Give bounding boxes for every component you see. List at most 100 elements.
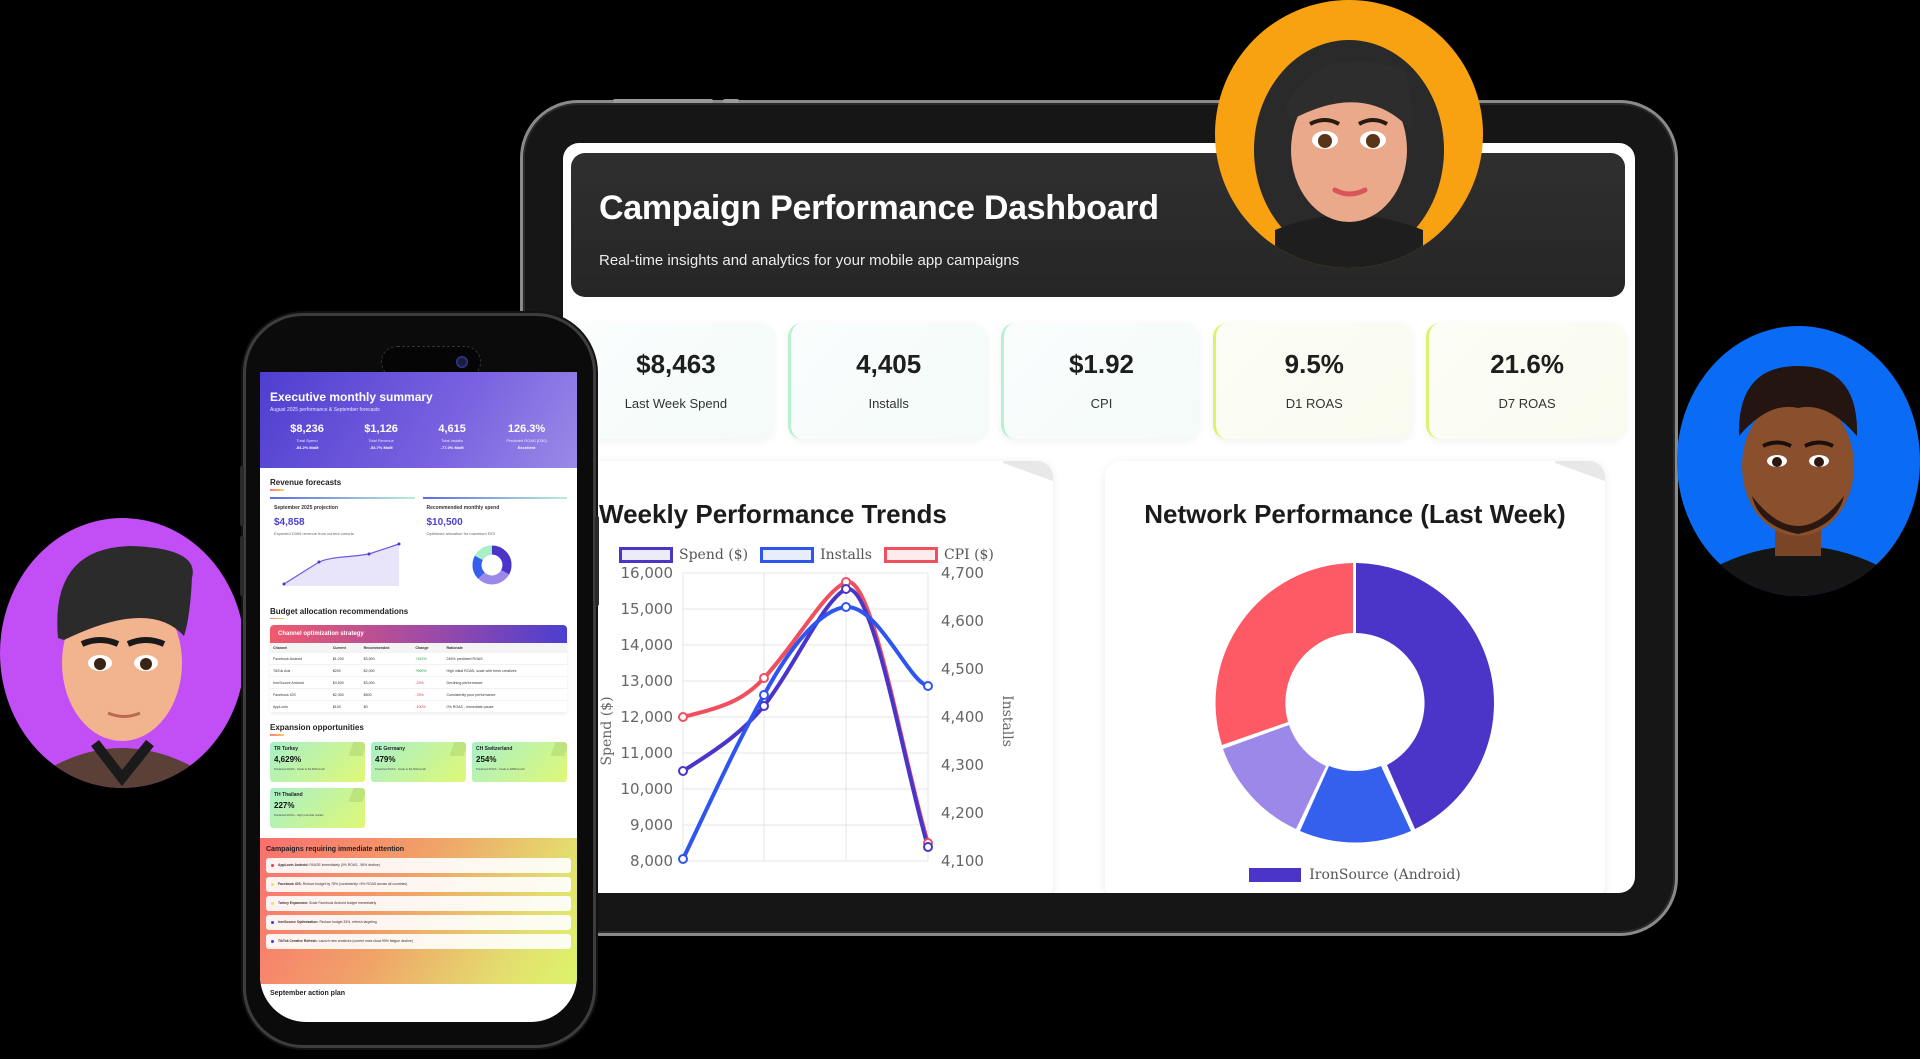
weekly-trends-chart: 16,000 15,000 14,000 13,000 12,000 11,000 1… [599, 564, 1015, 870]
table-row: Facebook Android $1,200 $3,500 +192% 245% pr… [270, 653, 567, 665]
svg-text:11,000: 11,000 [621, 744, 674, 762]
legend-item-installs[interactable]: Installs [760, 547, 872, 563]
svg-text:4,600: 4,600 [941, 612, 984, 630]
expansion-card-thailand[interactable]: TH Thailand 227% Predicted ROAS - High p… [270, 787, 365, 828]
network-donut-chart [1215, 563, 1495, 843]
attention-item[interactable]: AppLovin Android: PAUSE immediately (0% … [266, 857, 571, 873]
phone-device: Executive monthly summary August 2025 pe… [240, 313, 599, 1048]
series-spend-line [681, 586, 930, 848]
expansion-grid: TR Turkey 4,629% Predicted ROAS - Scale … [260, 736, 577, 828]
legend-item-spend[interactable]: Spend ($) [619, 547, 748, 563]
tablet-screen: Campaign Performance Dashboard Real-time… [563, 143, 1635, 893]
series-installs-line [681, 604, 929, 860]
section-underline [270, 489, 284, 491]
kpi-label: D1 ROAS [1285, 396, 1343, 411]
svg-text:4,100: 4,100 [941, 852, 984, 870]
stat-predicted-roas: 126.3% Predicted ROAS (D30) Excellent [506, 423, 547, 450]
page-title: Campaign Performance Dashboard [599, 189, 1159, 227]
network-performance-panel: Network Performance (Last Week) IronSour… [1105, 461, 1605, 893]
tablet-top-button [723, 99, 739, 103]
projection-line-chart [282, 542, 401, 586]
chart-legend: Spend ($) Installs CPI ($) [619, 547, 994, 563]
phone-volume-button [240, 466, 244, 526]
attention-item[interactable]: Facebook iOS: Reduce budget by 78% (cons… [266, 876, 571, 892]
section-title-revenue: Revenue forecasts [270, 478, 342, 487]
legend-swatch [883, 547, 938, 563]
avatar-man-left [0, 518, 245, 788]
weekly-trends-panel: Weekly Performance Trends Spend ($) Inst… [573, 461, 1053, 893]
revenue-cards: September 2025 projection $4,858 Expecte… [260, 491, 577, 597]
channel-strategy-table: Channel optimization strategy Channel Cur… [270, 625, 567, 713]
kpi-label: CPI [1090, 396, 1113, 411]
page-subtitle: Real-time insights and analytics for you… [599, 252, 1020, 269]
camera-icon [456, 356, 468, 368]
section-title-expansion: Expansion opportunities [270, 723, 364, 732]
avatar-man-left-illustration [50, 546, 195, 788]
attention-item[interactable]: IronSource Optimization: Reduce budget 3… [266, 914, 571, 930]
legend-swatch [1249, 868, 1302, 882]
stat-total-revenue: $1,126 Total Revenue -54.7% MoM [364, 423, 398, 450]
stat-total-spend: $8,236 Total Spend -54.2% MoM [290, 423, 324, 450]
kpi-value: 21.6% [1490, 349, 1564, 379]
kpi-card-d1-roas[interactable]: 9.5% D1 ROAS [1213, 323, 1413, 439]
kpi-card-cpi[interactable]: $1.92 CPI [1000, 323, 1200, 439]
legend-label: CPI ($) [943, 547, 994, 563]
summary-subtitle: August 2025 performance & September fore… [270, 407, 380, 413]
donut-segment-3[interactable] [1223, 725, 1326, 829]
expansion-card-switzerland[interactable]: CH Switzerland 254% Predicted ROAS - Sca… [472, 741, 567, 782]
svg-text:15,000: 15,000 [621, 600, 674, 618]
svg-text:10,000: 10,000 [621, 780, 674, 798]
svg-text:4,500: 4,500 [941, 660, 984, 678]
legend-label: Installs [820, 547, 872, 563]
attention-section: Campaigns requiring immediate attention … [260, 837, 577, 984]
table-title: Channel optimization strategy [270, 625, 567, 643]
section-underline [270, 734, 284, 736]
legend-swatch [619, 547, 673, 563]
kpi-label: Last Week Spend [624, 396, 728, 411]
donut-segment-4[interactable] [1215, 563, 1353, 745]
legend-item-cpi[interactable]: CPI ($) [883, 547, 994, 563]
svg-text:12,000: 12,000 [621, 708, 674, 726]
table-row: IronSource Android $4,500 $3,000 -33% Declin… [270, 676, 567, 689]
kpi-card-installs[interactable]: 4,405 Installs [787, 323, 987, 439]
series-cpi-line [682, 579, 930, 844]
svg-text:8,000: 8,000 [630, 852, 673, 870]
status-dot-icon [271, 920, 274, 924]
status-dot-icon [271, 939, 274, 943]
panel-title: Network Performance (Last Week) [1144, 499, 1566, 529]
y-axis-left: 16,000 15,000 14,000 13,000 12,000 11,000 1… [621, 564, 674, 870]
section-title-attention: Campaigns requiring immediate attention [266, 845, 405, 853]
recommended-spend-card: Recommended monthly spend $10,500 Optimi… [422, 496, 567, 597]
status-dot-icon [271, 901, 274, 905]
stat-total-installs: 4,615 Total Installs -77.0% MoM [438, 423, 466, 450]
donut-segment-2[interactable] [1300, 766, 1411, 843]
legend-swatch [760, 547, 815, 563]
spend-donut-chart [472, 545, 511, 584]
attention-item[interactable]: Turkey Expansion: Scale Facebook Android… [266, 895, 571, 911]
attention-item[interactable]: TikTok Creative Refresh: Launch new crea… [266, 933, 571, 949]
kpi-label: Installs [868, 396, 909, 411]
summary-title: Executive monthly summary [270, 390, 433, 404]
expansion-card-germany[interactable]: DE Germany 479% Predicted ROAS - Scale t… [371, 741, 466, 782]
avatar-woman-illustration [1254, 40, 1444, 268]
status-dot-icon [271, 882, 274, 886]
avatar-man-right [1677, 326, 1920, 596]
kpi-value: $1.92 [1068, 349, 1135, 379]
legend-label[interactable]: IronSource (Android) [1309, 867, 1461, 883]
kpi-value: $8,463 [636, 349, 716, 379]
svg-text:9,000: 9,000 [630, 816, 673, 834]
kpi-row: $8,463 Last Week Spend 4,405 Installs $1… [575, 323, 1625, 439]
expansion-card-turkey[interactable]: TR Turkey 4,629% Predicted ROAS - Scale … [270, 741, 365, 782]
y-axis-title: Spend ($) [599, 696, 615, 765]
kpi-card-d7-roas[interactable]: 21.6% D7 ROAS [1426, 323, 1625, 439]
summary-stats: $8,236 Total Spend -54.2% MoM $1,126 Tot… [270, 423, 567, 450]
tablet-device: Campaign Performance Dashboard Real-time… [520, 99, 1678, 936]
kpi-card-spend[interactable]: $8,463 Last Week Spend [575, 323, 774, 439]
tablet-volume-button [613, 99, 713, 103]
svg-text:4,200: 4,200 [941, 804, 984, 822]
section-title-plan: September action plan [270, 989, 346, 997]
donut-segment-ironsource[interactable] [1356, 563, 1495, 829]
legend-label: Spend ($) [679, 547, 749, 563]
svg-text:14,000: 14,000 [621, 636, 674, 654]
